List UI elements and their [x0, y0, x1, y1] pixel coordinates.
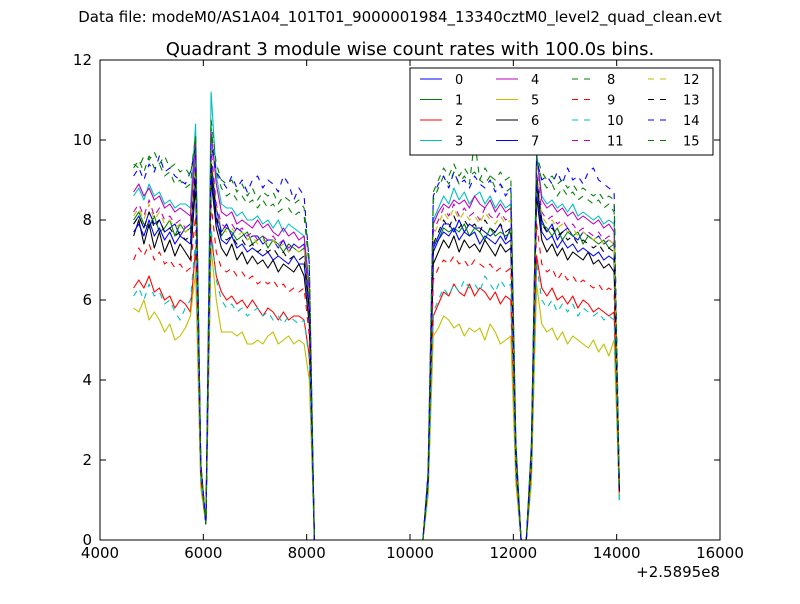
- legend-label-5: 5: [531, 94, 539, 109]
- legend-label-9: 9: [607, 94, 615, 109]
- x-tick-label: 4000: [81, 544, 119, 562]
- legend-label-3: 3: [455, 135, 463, 150]
- series-line-13: [133, 163, 620, 540]
- x-tick-label: 16000: [696, 544, 744, 562]
- legend-label-10: 10: [607, 114, 624, 129]
- x-tick-label: 8000: [288, 544, 326, 562]
- series-line-14: [133, 143, 620, 540]
- x-tick-label: 6000: [184, 544, 222, 562]
- series-line-15: [133, 119, 620, 540]
- y-tick-label: 6: [82, 291, 92, 309]
- y-tick-label: 2: [82, 451, 92, 469]
- legend-label-1: 1: [455, 94, 463, 109]
- legend-label-15: 15: [683, 135, 700, 150]
- legend-label-2: 2: [455, 114, 463, 129]
- y-tick-label: 4: [82, 371, 92, 389]
- legend-label-6: 6: [531, 114, 539, 129]
- legend-label-4: 4: [531, 73, 539, 88]
- legend-label-13: 13: [683, 94, 700, 109]
- x-tick-label: 10000: [386, 544, 434, 562]
- x-axis: 4000 6000 8000 10000 12000 14000 16000: [81, 60, 744, 562]
- y-tick-label: 12: [73, 51, 92, 69]
- legend-label-11: 11: [607, 135, 624, 150]
- legend-label-12: 12: [683, 73, 700, 88]
- x-tick-label: 14000: [593, 544, 641, 562]
- chart-title: Quadrant 3 module wise count rates with …: [166, 39, 655, 60]
- x-tick-label: 12000: [489, 544, 537, 562]
- y-tick-label: 0: [82, 531, 92, 549]
- legend-label-8: 8: [607, 73, 615, 88]
- data-file-title: Data file: modeM0/AS1A04_101T01_90000019…: [78, 8, 722, 26]
- legend-label-0: 0: [455, 73, 463, 88]
- y-tick-label: 8: [82, 211, 92, 229]
- legend-label-7: 7: [531, 135, 539, 150]
- legend-label-14: 14: [683, 114, 700, 129]
- y-tick-label: 10: [73, 131, 92, 149]
- x-axis-offset-label: +2.5895e8: [636, 563, 720, 581]
- series-layer: [133, 91, 620, 540]
